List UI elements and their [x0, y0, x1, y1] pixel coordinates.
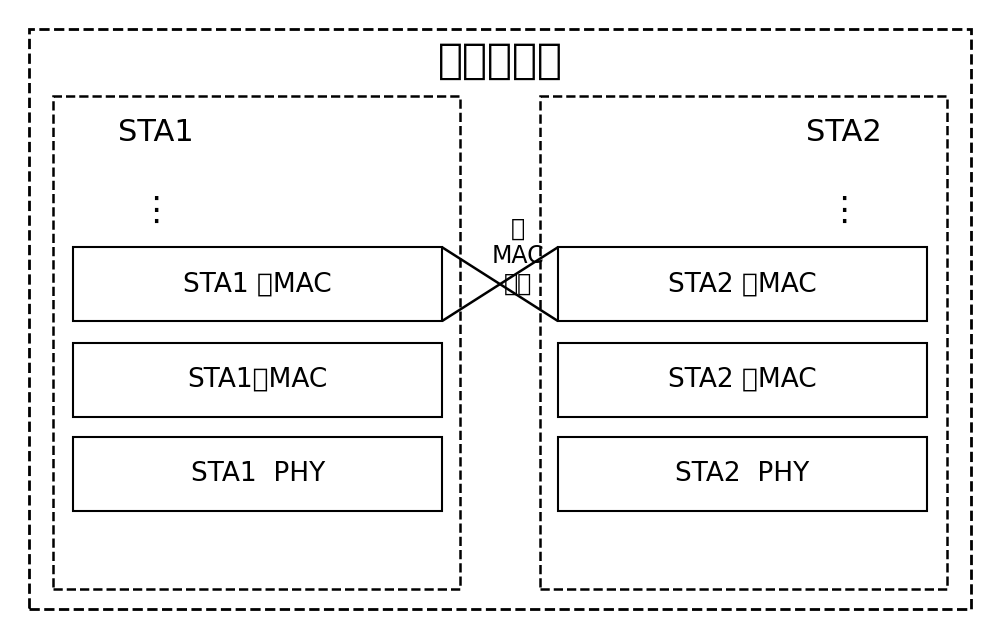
Text: STA2 低MAC: STA2 低MAC	[668, 367, 817, 392]
Text: STA2: STA2	[806, 118, 882, 147]
FancyBboxPatch shape	[53, 96, 460, 589]
FancyBboxPatch shape	[540, 96, 947, 589]
Text: STA2  PHY: STA2 PHY	[675, 461, 809, 487]
Text: 高
MAC
独立: 高 MAC 独立	[492, 217, 544, 296]
FancyBboxPatch shape	[73, 247, 442, 321]
FancyBboxPatch shape	[29, 29, 971, 609]
Text: 多链路设备: 多链路设备	[438, 40, 562, 82]
Text: STA1低MAC: STA1低MAC	[188, 367, 328, 392]
FancyBboxPatch shape	[558, 437, 927, 511]
Text: ⋮: ⋮	[827, 194, 861, 227]
FancyBboxPatch shape	[73, 343, 442, 416]
Text: STA2 高MAC: STA2 高MAC	[668, 271, 817, 297]
Text: STA1  PHY: STA1 PHY	[191, 461, 325, 487]
FancyBboxPatch shape	[73, 437, 442, 511]
FancyBboxPatch shape	[558, 247, 927, 321]
Text: ⋮: ⋮	[139, 194, 173, 227]
Text: STA1: STA1	[118, 118, 194, 147]
FancyBboxPatch shape	[558, 343, 927, 416]
Text: STA1 高MAC: STA1 高MAC	[183, 271, 332, 297]
